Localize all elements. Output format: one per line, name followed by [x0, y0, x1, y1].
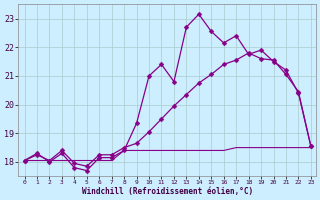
X-axis label: Windchill (Refroidissement éolien,°C): Windchill (Refroidissement éolien,°C) [82, 187, 253, 196]
